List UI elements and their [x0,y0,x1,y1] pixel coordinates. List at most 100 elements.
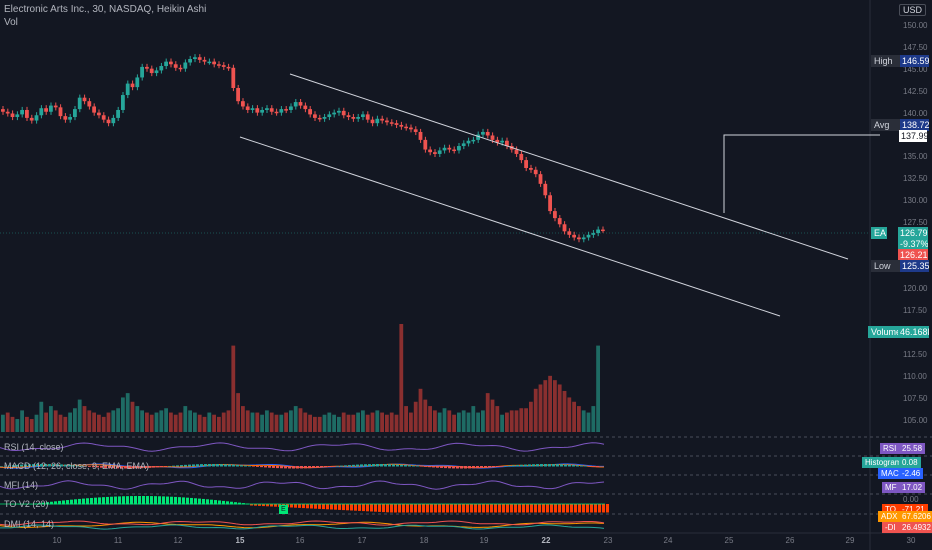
tov2-bar [166,496,169,505]
macd-hist-bar [108,466,111,469]
volume-bar [236,393,240,432]
tov2-bar [82,498,85,505]
macd-hist-bar [264,466,267,468]
tov2-bar [126,496,129,505]
macd-hist-bar [516,465,519,467]
price-tick-label: 112.50 [903,350,927,360]
rsi-legend[interactable]: RSI (14, close) [4,442,64,452]
candle-body [169,61,173,65]
tov2-bar [42,502,45,505]
macd-legend[interactable]: MACD (12, 26, close, 9, EMA, EMA) [4,461,150,471]
macd-hist-bar [468,466,471,469]
currency-button[interactable]: USD [898,4,926,16]
volume-bar [375,410,380,432]
dmi-legend[interactable]: DMI (14, 14) [4,519,55,529]
candle-body [461,143,466,147]
volume-bar [538,384,543,432]
tov2-bar [130,496,133,505]
tov2-bar [498,504,501,513]
volume-bar [289,410,293,432]
volume-bar [337,416,341,432]
candle-body [519,153,524,161]
time-tick-label: 18 [419,536,429,545]
volume-bar [529,401,533,432]
volume-bar [572,401,576,432]
volume-bar [202,416,207,432]
volume-bar [452,414,456,432]
volume-bar [125,393,130,432]
candle-body [284,109,288,111]
macd-hist-bar [224,464,227,467]
macd-hist-bar [16,464,19,467]
volume-bar [577,406,581,432]
volume-bar [39,401,44,432]
price-tick-label: 145.00 [903,64,928,74]
volume-bar [322,414,327,432]
tov2-bar [110,496,113,505]
macd-hist-bar [376,464,379,467]
macd-tag: MACD [878,468,908,479]
macd-hist-bar [184,464,187,467]
tov2-bar [586,504,589,513]
tov2-bar [422,504,425,513]
macd-hist-bar [344,465,347,467]
macd-hist-bar [540,464,543,467]
candle-body [221,65,226,67]
macd-hist-bar [448,466,451,469]
tov2-bar [78,498,81,505]
volume-legend-label: Vol [4,17,18,28]
macd-hist-bar [360,464,363,467]
candle-body [77,97,82,110]
price-tick-label: 150.00 [903,20,928,30]
volume-bar [447,410,452,432]
candle-body [317,117,322,120]
volume-bar [169,412,173,432]
volume-bar [279,414,284,432]
macd-hist-tag: Histogram [862,457,905,468]
macd-hist-bar [568,464,571,467]
macd-hist-bar [284,466,287,469]
candle-body [101,115,106,120]
avg-marker-line [723,134,880,213]
candle-body [164,61,168,67]
tov2-bar [326,504,329,510]
volume-bar [212,414,216,432]
candle-body [601,229,605,232]
candle-body [82,97,87,102]
candle-body [447,147,452,150]
volume-bar [188,410,192,432]
tov2-bar [46,502,49,505]
macd-hist-bar [12,465,15,467]
tov2-bar [194,498,197,505]
candle-body [423,139,428,150]
macd-hist-bar [356,464,359,467]
candle-body [140,66,144,78]
tov2-bar [214,500,217,505]
candle-body [313,114,317,118]
volume-bar [313,416,317,432]
candle-body [591,233,596,235]
volume-bar [101,416,106,432]
volume-bar [265,410,269,432]
time-tick-label: 16 [295,536,305,545]
candle-body [442,147,447,151]
volume-bar [183,406,188,432]
macd-hist-value: 0.08 [899,457,921,468]
macd-hist-bar [200,464,203,467]
volume-bar [514,410,519,432]
tov2-bar [570,504,573,513]
tov2-bar [238,502,241,505]
tov2-bar [530,504,533,513]
tov2-legend[interactable]: TO V2 (20) [4,499,49,509]
tov2-bar [402,504,405,513]
mfi-legend[interactable]: MFI (14) [4,480,39,490]
candle-body [159,66,164,71]
candle-body [457,146,461,151]
tov2-bar [114,496,117,505]
macd-hist-bar [404,464,407,467]
macd-hist-bar [428,466,431,468]
candle-body [413,129,418,132]
volume-bar [68,412,72,432]
volume-bar [173,414,178,432]
